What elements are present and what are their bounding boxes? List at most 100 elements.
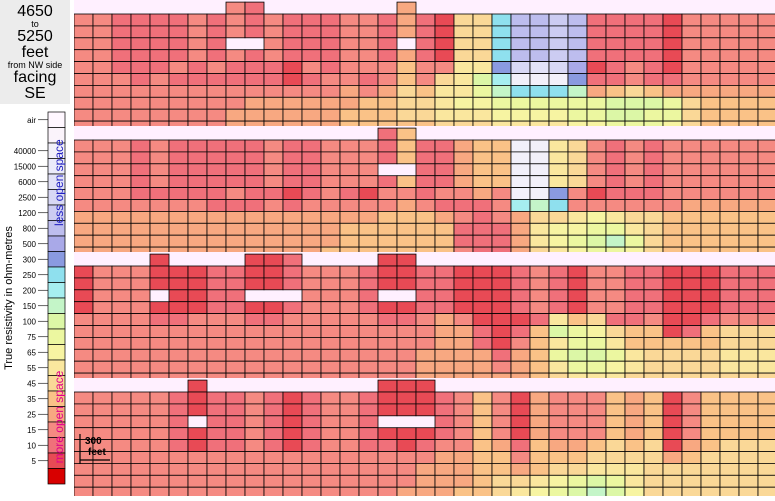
heatmap-cell <box>415 265 436 279</box>
heatmap-cell <box>377 462 398 476</box>
heatmap-cell <box>491 474 512 488</box>
heatmap-cell <box>491 427 512 441</box>
heatmap-cell <box>662 325 683 338</box>
heatmap-cell <box>605 486 626 500</box>
heatmap-cell <box>73 187 94 200</box>
heatmap-cell <box>206 474 227 488</box>
heatmap-cell <box>548 49 569 63</box>
heatmap-cell <box>73 210 94 224</box>
heatmap-cell <box>662 277 683 291</box>
heatmap-cell <box>358 462 379 476</box>
heatmap-cell <box>415 199 436 212</box>
heatmap-cell <box>624 403 645 417</box>
heatmap-cell <box>206 187 227 200</box>
heatmap-cell <box>339 61 360 74</box>
heatmap-cell <box>472 25 493 39</box>
heatmap-cell <box>244 210 265 224</box>
heatmap-cell <box>282 49 303 63</box>
heatmap-cell <box>738 163 759 177</box>
heatmap-cell <box>719 486 740 500</box>
heatmap-cell <box>111 391 132 405</box>
heatmap-cell <box>529 336 550 350</box>
heatmap-cell <box>757 49 775 63</box>
heatmap-cell <box>757 415 775 429</box>
heatmap-cell <box>757 210 775 224</box>
heatmap-cell <box>605 234 626 248</box>
heatmap-cell <box>510 25 531 39</box>
heatmap-cell <box>491 73 512 86</box>
heatmap-cell <box>681 49 702 63</box>
heatmap-cell <box>339 222 360 236</box>
heatmap-cell <box>491 289 512 303</box>
heatmap-cell <box>605 289 626 303</box>
heatmap-cell <box>130 25 151 39</box>
heatmap-cell <box>415 462 436 476</box>
heatmap-cell <box>643 474 664 488</box>
heatmap-cell <box>111 222 132 236</box>
heatmap-cell <box>168 222 189 236</box>
heatmap-cell <box>111 277 132 291</box>
heatmap-cell <box>567 210 588 224</box>
heatmap-cell <box>149 234 170 248</box>
heatmap-cell <box>700 474 721 488</box>
heatmap-cell <box>434 73 455 86</box>
heatmap-cell <box>529 13 550 27</box>
heatmap-cell <box>719 139 740 153</box>
heatmap-cell <box>206 360 227 374</box>
heatmap-cell <box>434 163 455 177</box>
heatmap-cell <box>757 73 775 86</box>
heatmap-cell <box>662 96 683 110</box>
heatmap-cell <box>529 439 550 452</box>
heatmap-cell <box>700 163 721 177</box>
heatmap-cell <box>320 175 341 188</box>
heatmap-cell <box>73 289 94 303</box>
heatmap-cell <box>510 234 531 248</box>
heatmap-cell <box>92 360 113 374</box>
heatmap-cell <box>662 163 683 177</box>
heatmap-cell <box>415 379 436 393</box>
heatmap-cell <box>206 85 227 98</box>
heatmap-cell <box>130 73 151 86</box>
heatmap-cell <box>130 151 151 165</box>
heatmap-cell <box>453 199 474 212</box>
heatmap-cell <box>263 234 284 248</box>
heatmap-cell <box>757 108 775 122</box>
heatmap-cell <box>624 325 645 338</box>
heatmap-cell <box>282 139 303 153</box>
heatmap-cell <box>149 427 170 441</box>
heatmap-cell <box>282 85 303 98</box>
heatmap-cell <box>586 462 607 476</box>
heatmap-cell <box>662 222 683 236</box>
chart-svg: section35 facing southeastsection34 faci… <box>73 0 775 501</box>
heatmap-cell <box>282 391 303 405</box>
heatmap-cell <box>548 348 569 362</box>
heatmap-cell <box>586 151 607 165</box>
heatmap-cell <box>719 222 740 236</box>
heatmap-cell <box>263 415 284 429</box>
heatmap-cell <box>187 289 208 303</box>
heatmap-cell <box>263 403 284 417</box>
heatmap-cell <box>282 277 303 291</box>
heatmap-cell <box>434 427 455 441</box>
heatmap-cell <box>719 451 740 464</box>
heatmap-cell <box>643 486 664 500</box>
heatmap-cell <box>510 151 531 165</box>
heatmap-cell <box>244 13 265 27</box>
heatmap-cell <box>282 301 303 315</box>
heatmap-cell <box>187 403 208 417</box>
heatmap-cell <box>187 61 208 74</box>
heatmap-cell <box>681 13 702 27</box>
heatmap-cell <box>453 427 474 441</box>
heatmap-cell <box>149 96 170 110</box>
heatmap-cell <box>738 108 759 122</box>
heatmap-cell <box>586 222 607 236</box>
heatmap-cell <box>529 187 550 200</box>
sidebar: 4650 to 5250 feet from NW side facing SE… <box>0 0 70 496</box>
heatmap-cell <box>358 222 379 236</box>
heatmap-cell <box>738 474 759 488</box>
heatmap-cell <box>586 163 607 177</box>
heatmap-cell <box>453 451 474 464</box>
heatmap-cell <box>415 289 436 303</box>
heatmap-cell <box>92 403 113 417</box>
heatmap-cell <box>282 360 303 374</box>
